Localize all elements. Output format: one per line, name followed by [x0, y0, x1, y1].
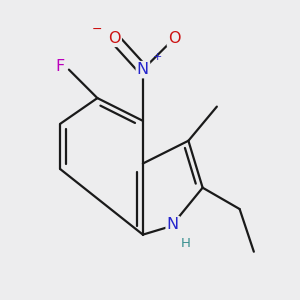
Text: N: N [167, 217, 179, 232]
Text: +: + [152, 52, 162, 62]
Text: F: F [56, 59, 65, 74]
Text: O: O [108, 31, 121, 46]
Text: H: H [181, 237, 190, 250]
Text: N: N [137, 62, 149, 77]
Text: O: O [168, 31, 180, 46]
Text: −: − [92, 23, 103, 36]
